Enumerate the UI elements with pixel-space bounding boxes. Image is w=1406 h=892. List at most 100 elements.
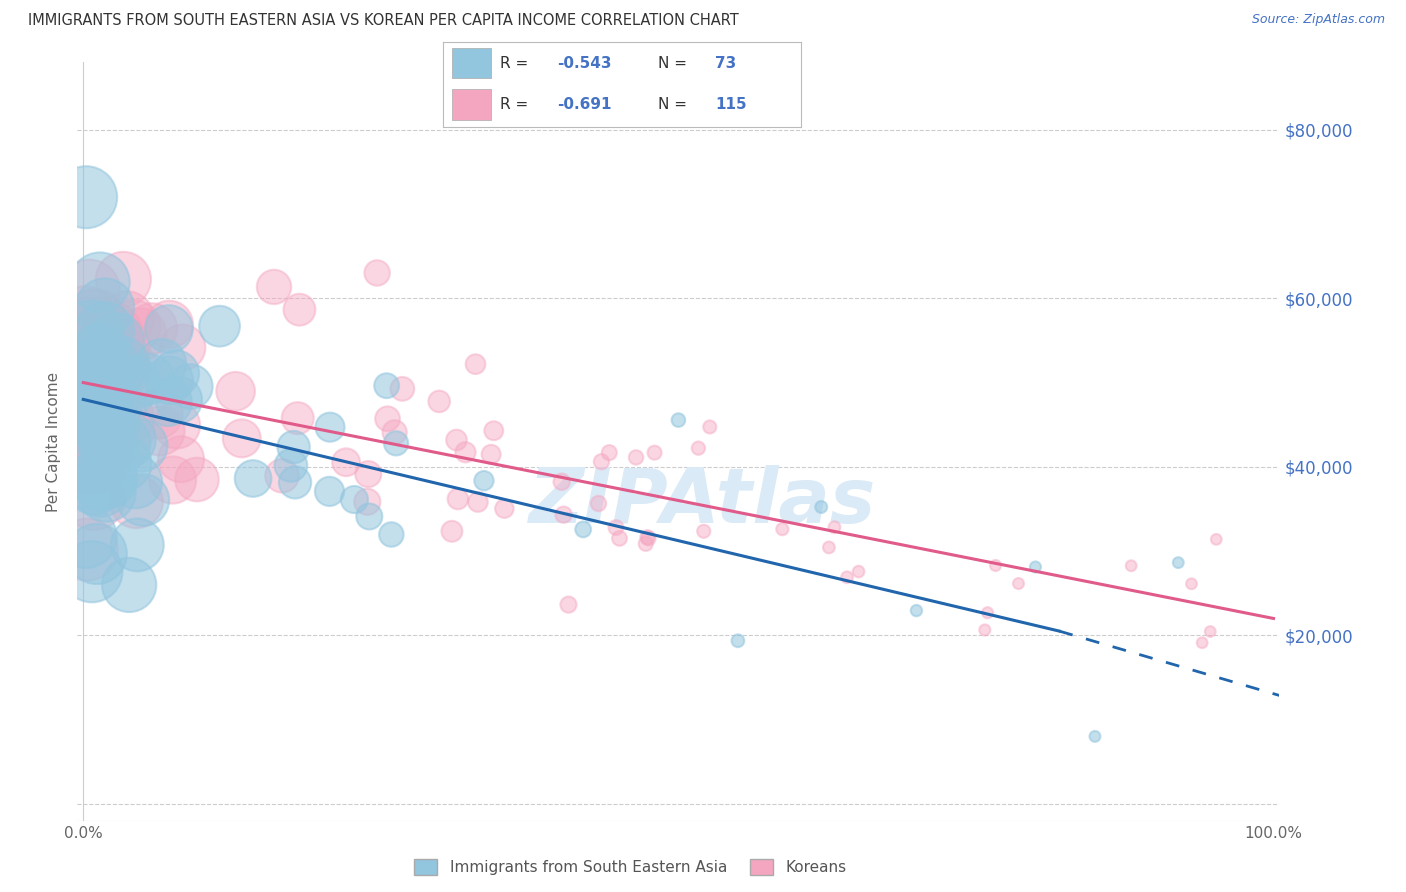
Point — [82, 320, 104, 334]
Point — [82, 456, 104, 470]
Point — [287, 411, 309, 425]
Point — [111, 341, 134, 355]
Point — [727, 633, 749, 648]
Point — [96, 430, 118, 444]
Point — [124, 475, 146, 489]
Point — [166, 418, 188, 433]
Point — [357, 467, 380, 481]
Point — [110, 358, 132, 372]
Point — [770, 522, 793, 536]
Point — [100, 415, 122, 429]
Point — [129, 327, 152, 342]
Point — [94, 409, 117, 423]
Point — [146, 407, 169, 421]
Point — [984, 558, 1007, 573]
Point — [90, 396, 112, 410]
Text: 115: 115 — [716, 97, 747, 112]
Text: R =: R = — [501, 55, 533, 70]
Text: 73: 73 — [716, 55, 737, 70]
Text: -0.543: -0.543 — [558, 55, 612, 70]
Point — [94, 325, 117, 339]
Point — [94, 419, 117, 434]
Point — [75, 530, 97, 544]
Point — [284, 475, 307, 490]
Point — [115, 311, 138, 326]
Point — [103, 383, 125, 397]
Point — [89, 480, 111, 494]
Point — [551, 475, 574, 489]
Point — [699, 420, 721, 434]
Point — [97, 469, 120, 483]
Point — [94, 384, 117, 399]
Point — [76, 542, 98, 557]
Point — [242, 471, 264, 485]
Point — [75, 190, 97, 204]
Point — [87, 372, 110, 386]
Text: N =: N = — [658, 97, 692, 112]
Point — [454, 445, 477, 459]
Point — [359, 509, 381, 524]
Y-axis label: Per Capita Income: Per Capita Income — [46, 371, 62, 512]
Point — [668, 413, 690, 427]
Point — [1007, 576, 1029, 591]
Point — [835, 570, 858, 584]
Point — [231, 431, 253, 445]
Point — [157, 318, 180, 332]
Point — [380, 527, 402, 541]
Point — [605, 520, 627, 534]
Point — [77, 368, 100, 382]
Point — [89, 275, 111, 289]
Point — [86, 375, 108, 389]
Point — [76, 379, 98, 393]
Point — [391, 382, 413, 396]
Point — [172, 340, 194, 354]
Point — [91, 474, 114, 488]
Point — [73, 385, 96, 400]
Point — [112, 272, 135, 286]
Point — [156, 395, 179, 409]
Point — [688, 441, 710, 455]
Point — [80, 347, 103, 361]
Point — [553, 508, 575, 522]
Point — [97, 471, 120, 485]
Point — [624, 450, 647, 465]
Point — [121, 380, 143, 394]
Point — [150, 356, 173, 370]
Point — [1167, 556, 1189, 570]
Point — [1191, 636, 1213, 650]
Point — [482, 424, 505, 438]
Point — [479, 447, 502, 461]
Point — [1084, 730, 1107, 744]
Text: -0.691: -0.691 — [558, 97, 612, 112]
Point — [637, 532, 659, 546]
Point — [271, 468, 294, 483]
Point — [179, 379, 201, 393]
Point — [427, 394, 450, 409]
Point — [121, 376, 143, 390]
Point — [94, 301, 117, 315]
Point — [124, 367, 146, 381]
Point — [118, 578, 141, 592]
Point — [1024, 560, 1046, 574]
Bar — [451, 48, 491, 78]
Point — [89, 390, 111, 404]
Point — [83, 477, 105, 491]
Point — [73, 399, 96, 413]
Point — [572, 523, 595, 537]
Point — [75, 367, 97, 381]
Point — [122, 319, 145, 334]
Point — [149, 424, 172, 438]
Point — [609, 532, 631, 546]
Point — [225, 384, 247, 399]
Point — [73, 364, 96, 378]
Point — [73, 310, 96, 325]
Point — [636, 530, 658, 544]
Point — [111, 362, 134, 376]
Point — [89, 375, 111, 389]
Point — [84, 352, 107, 367]
Point — [87, 394, 110, 409]
Point — [82, 425, 104, 439]
Point — [112, 456, 135, 470]
Point — [77, 401, 100, 415]
Point — [132, 493, 155, 508]
